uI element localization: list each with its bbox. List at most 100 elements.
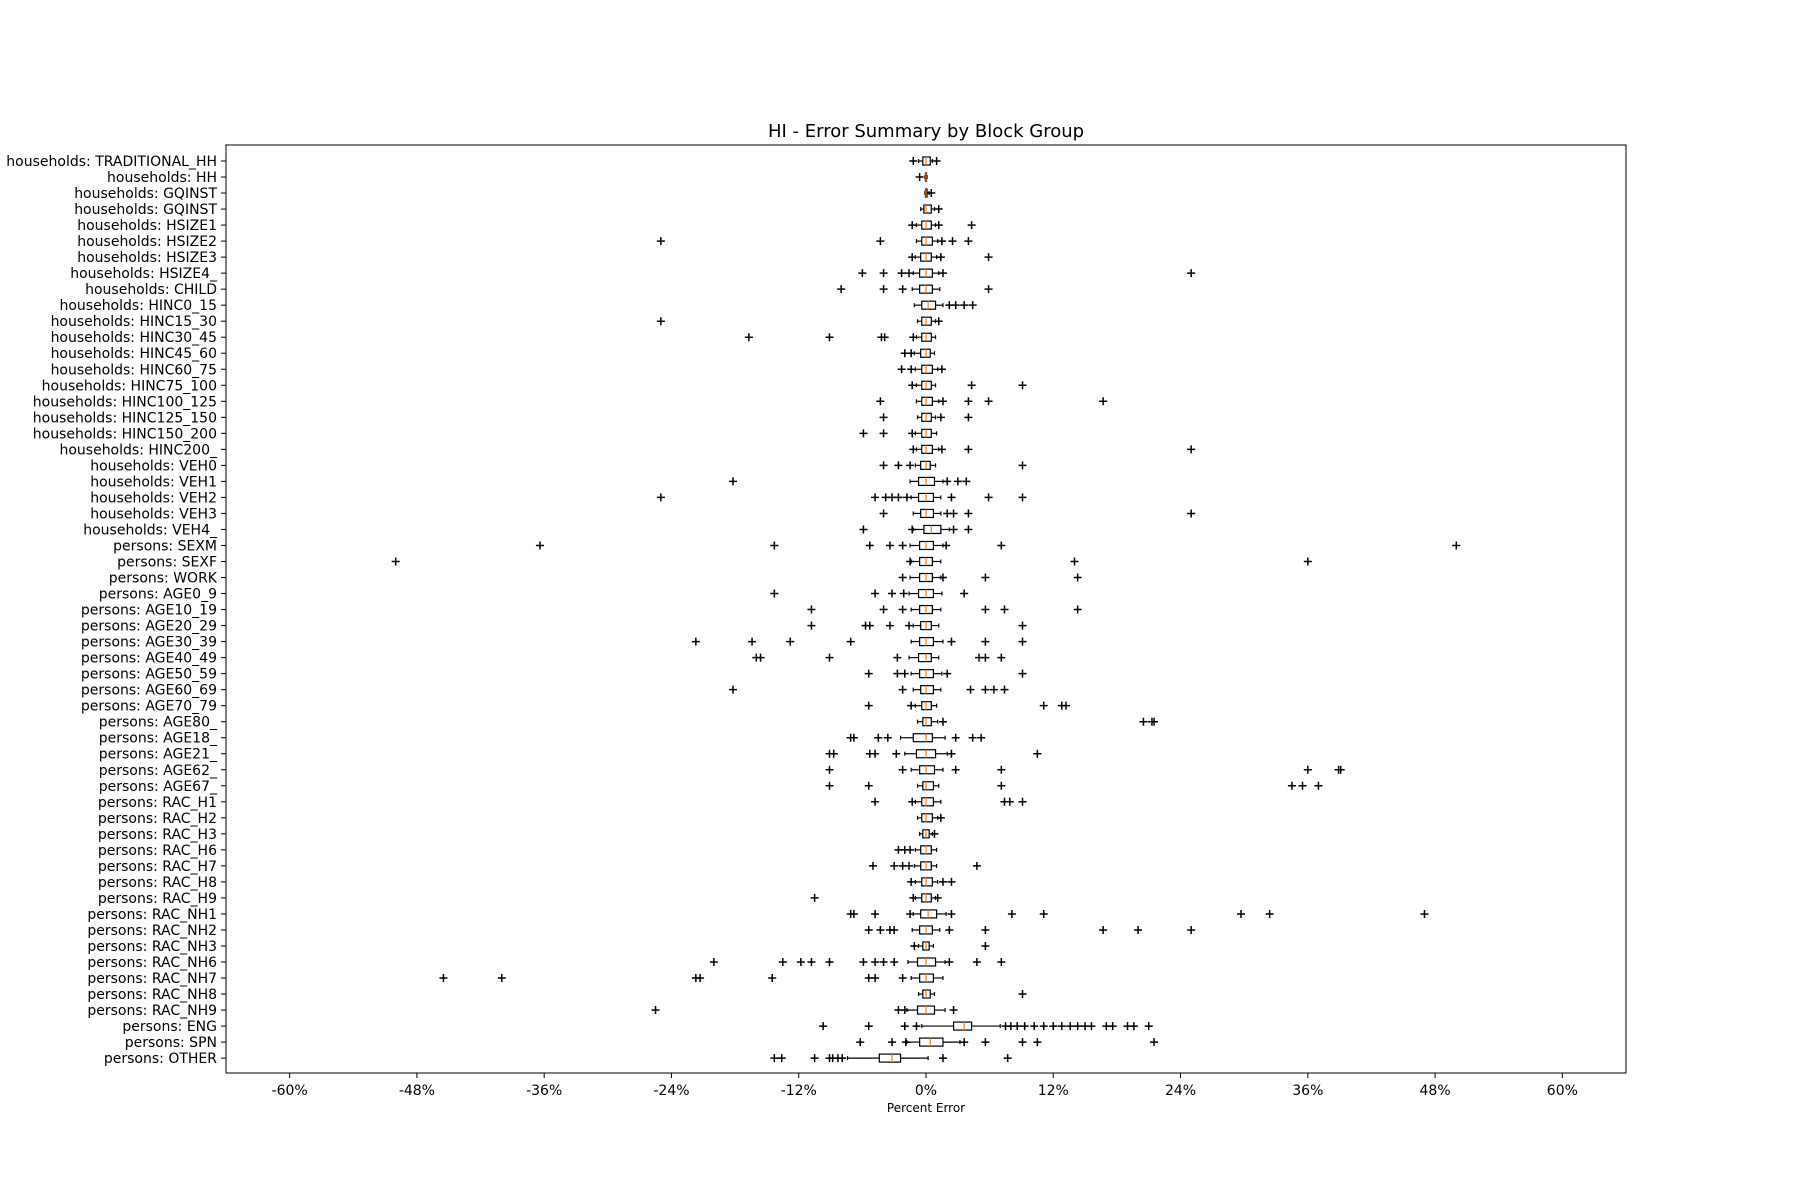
box-row — [879, 412, 973, 422]
outlier-marker — [938, 573, 947, 582]
outlier-marker — [984, 285, 993, 294]
y-tick-label: persons: RAC_H8 — [98, 875, 217, 891]
outlier-marker — [960, 301, 969, 310]
outlier-marker — [864, 669, 873, 678]
outlier-marker — [864, 781, 873, 790]
outlier-marker — [948, 237, 957, 246]
outlier-marker — [938, 397, 947, 406]
y-tick-label: households: VEH3 — [90, 506, 217, 522]
box-row — [807, 620, 1027, 631]
outlier-marker — [901, 1038, 910, 1047]
y-tick-label: households: VEH4_ — [83, 522, 218, 538]
y-tick-label: households: HINC200_ — [59, 442, 218, 458]
y-tick-label: households: HINC15_30 — [51, 314, 217, 330]
outlier-marker — [938, 1054, 947, 1063]
outlier-marker — [879, 413, 888, 422]
y-tick-label: persons: RAC_H2 — [98, 811, 217, 827]
outlier-marker — [981, 1038, 990, 1047]
outlier-marker — [825, 653, 834, 662]
box — [919, 1037, 944, 1047]
box-row — [691, 636, 1027, 647]
box-row — [915, 172, 928, 182]
outlier-marker — [1020, 1022, 1029, 1031]
outlier-marker — [909, 157, 918, 165]
outlier-marker — [967, 381, 976, 390]
y-tick-label: persons: AGE0_9 — [99, 587, 217, 603]
outlier-marker — [981, 653, 990, 662]
y-tick-label: households: HH — [107, 170, 217, 186]
box — [921, 813, 933, 823]
outlier-marker — [981, 637, 990, 646]
y-tick-label: households: HSIZE4_ — [70, 266, 218, 282]
outlier-marker — [907, 701, 916, 710]
outlier-marker — [810, 1054, 819, 1063]
outlier-marker — [907, 349, 916, 358]
outlier-marker — [807, 958, 816, 966]
outlier-marker — [391, 557, 400, 566]
outlier-marker — [1018, 493, 1027, 502]
outlier-marker — [825, 781, 834, 790]
outlier-marker — [964, 237, 973, 246]
outlier-marker — [1039, 909, 1048, 918]
box-row — [876, 396, 1108, 406]
outlier-marker — [1314, 781, 1323, 790]
outlier-marker — [964, 445, 973, 454]
outlier-marker — [932, 157, 941, 165]
outlier-marker — [900, 1022, 909, 1031]
box-row — [752, 653, 1006, 663]
outlier-marker — [898, 685, 907, 694]
box-row — [744, 332, 937, 342]
x-tick-label: 0% — [915, 1083, 937, 1099]
outlier-marker — [947, 493, 956, 502]
outlier-marker — [864, 701, 873, 710]
outlier-marker — [997, 958, 1006, 966]
outlier-marker — [1013, 1022, 1022, 1031]
outlier-marker — [945, 958, 954, 966]
outlier-marker — [937, 365, 946, 374]
outlier-marker — [864, 925, 873, 934]
outlier-marker — [1303, 557, 1312, 566]
box-row — [859, 428, 938, 438]
outlier-marker — [1336, 765, 1345, 774]
y-tick-label: households: HINC125_150 — [33, 410, 217, 426]
y-tick-label: persons: AGE20_29 — [81, 619, 217, 635]
outlier-marker — [859, 429, 868, 438]
outlier-marker — [825, 333, 834, 342]
outlier-marker — [897, 269, 906, 278]
outlier-marker — [1018, 637, 1027, 646]
outlier-marker — [768, 974, 777, 983]
outlier-marker — [949, 525, 958, 534]
outlier-marker — [984, 253, 993, 262]
outlier-marker — [1062, 701, 1070, 710]
x-tick-label: -24% — [653, 1083, 689, 1099]
outlier-marker — [871, 958, 880, 966]
outlier-marker — [1303, 765, 1312, 774]
outlier-marker — [1003, 1054, 1012, 1063]
y-tick-label: persons: RAC_NH2 — [87, 923, 217, 939]
box-row — [908, 380, 1027, 390]
outlier-marker — [897, 365, 906, 374]
box-row — [825, 781, 1323, 791]
box — [912, 733, 933, 743]
outlier-marker — [951, 301, 960, 310]
outlier-marker — [938, 269, 947, 278]
outlier-marker — [1452, 541, 1461, 550]
box-row — [859, 524, 973, 535]
box-row — [651, 1005, 958, 1015]
outlier-marker — [997, 541, 1006, 550]
outlier-marker — [1018, 669, 1027, 678]
box — [921, 877, 933, 887]
outlier-marker — [744, 333, 753, 342]
x-tick-label: -36% — [526, 1083, 562, 1099]
box — [920, 685, 935, 695]
y-tick-label: households: HINC100_125 — [33, 394, 217, 410]
box-row — [917, 989, 1027, 999]
outlier-marker — [1018, 381, 1027, 390]
outlier-marker — [770, 1054, 779, 1063]
box-row — [656, 236, 973, 246]
x-tick-label: -48% — [399, 1083, 435, 1099]
outlier-marker — [1420, 909, 1429, 918]
outlier-marker — [1018, 990, 1027, 999]
outlier-marker — [892, 749, 901, 758]
y-tick-label: persons: SPN — [125, 1035, 217, 1051]
